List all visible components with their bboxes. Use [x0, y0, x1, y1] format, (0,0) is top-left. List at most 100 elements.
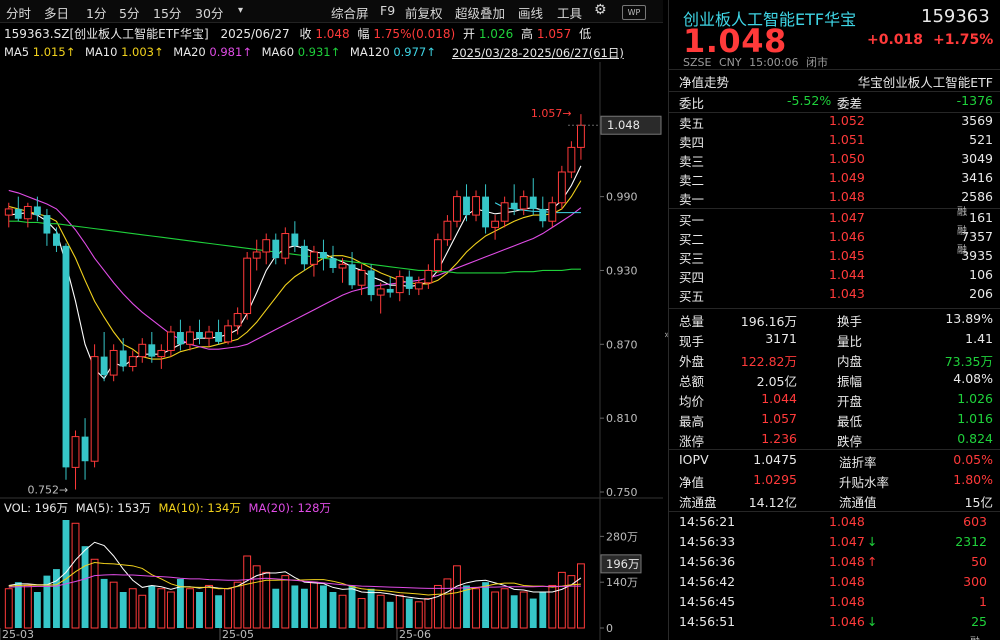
- open-value: 1.026: [478, 27, 514, 41]
- tick-row[interactable]: 14:56:21 1.048 603: [679, 514, 993, 533]
- candle-body: [215, 332, 222, 342]
- etf-stat-row[interactable]: IOPV 1.0475 溢折率 0.05%: [679, 452, 993, 471]
- candle-body: [500, 202, 509, 222]
- etf-stat-row[interactable]: 流通盘 14.12亿 流通值 15亿: [679, 492, 993, 511]
- etf-stat-label: 升贴水率: [839, 475, 890, 490]
- kline-chart[interactable]: 0.990 0.930 0.870 0.810 0.750 1.048 1.057→ 0.75…: [0, 62, 663, 640]
- stat-row[interactable]: 外盘 122.82万 内盘 73.35万: [679, 351, 993, 370]
- bid-price: 1.043: [829, 286, 865, 301]
- tick-row[interactable]: 14:56:51 1.046 ↓ 25: [679, 614, 993, 633]
- candle-body: [196, 332, 203, 339]
- stat-row[interactable]: 涨停 1.236 跌停 0.824: [679, 431, 993, 450]
- super-overlay-button[interactable]: 超级叠加: [455, 6, 506, 21]
- stat-row[interactable]: 现手 3171 量比 1.41: [679, 331, 993, 350]
- ma-line-ma120: [494, 202, 581, 214]
- vol-value: VOL: 196万: [4, 501, 69, 515]
- volume-bar: [433, 584, 442, 629]
- stat-value: 1.057: [761, 411, 797, 426]
- weicha-value: -1376: [956, 93, 993, 108]
- stat-value: 1.236: [761, 431, 797, 446]
- ma20-value: 0.981↑: [209, 45, 252, 59]
- candle: [224, 319, 233, 345]
- candle-body: [548, 202, 557, 222]
- candle-body: [272, 239, 280, 259]
- ask-row[interactable]: 卖四 1.051 521: [679, 132, 993, 151]
- tick-price: 1.048: [829, 594, 865, 609]
- candle-body: [43, 215, 51, 234]
- tick-scroll-badge[interactable]: 融: [970, 633, 984, 640]
- candle-body: [281, 233, 290, 259]
- stat-row[interactable]: 均价 1.044 开盘 1.026: [679, 391, 993, 410]
- candle-body: [205, 331, 213, 339]
- tab-timeshare[interactable]: 分时: [6, 6, 32, 21]
- wp-badge[interactable]: WP: [622, 5, 646, 20]
- bid-row[interactable]: 买四 1.044 106: [679, 267, 993, 286]
- volume-bar: [14, 582, 22, 628]
- candle-body: [90, 356, 99, 462]
- volume-bar: [281, 575, 290, 629]
- ma120-value: 0.977↑: [393, 45, 436, 59]
- candle: [463, 184, 470, 222]
- stat-label: 现手: [679, 334, 705, 349]
- gear-icon[interactable]: ⚙: [594, 2, 607, 18]
- tab-30min[interactable]: 30分: [195, 6, 224, 21]
- stat-label: 开盘: [837, 394, 863, 409]
- candle-body: [348, 264, 356, 286]
- date-range[interactable]: 2025/03/28-2025/06/27(61日): [452, 46, 624, 60]
- margin-trading-icon[interactable]: 融: [957, 207, 967, 218]
- bid-row[interactable]: 买三 1.045 3935: [679, 248, 993, 267]
- tab-15min[interactable]: 15分: [153, 6, 182, 21]
- candle-body: [443, 220, 452, 241]
- ask-row[interactable]: 卖一 1.048 2586: [679, 189, 993, 208]
- volume-bar: [348, 585, 356, 628]
- etf-stat-row[interactable]: 净值 1.0295 升贴水率 1.80%: [679, 472, 993, 491]
- margin-trading-icon[interactable]: 融: [957, 226, 967, 237]
- amp-value: 1.75%(0.018): [373, 27, 456, 41]
- f9-button[interactable]: F9: [380, 3, 396, 18]
- tools-button[interactable]: 工具: [557, 6, 583, 21]
- candle-body: [367, 270, 375, 296]
- ask-row[interactable]: 卖二 1.049 3416: [679, 170, 993, 189]
- margin-trading-icon[interactable]: 融: [957, 245, 967, 256]
- nav-trend-row[interactable]: 净值走势 华宝创业板人工智能ETF: [679, 72, 993, 91]
- tick-row[interactable]: 14:56:45 1.048 1: [679, 594, 993, 613]
- tick-price: 1.048: [829, 574, 865, 589]
- stat-row[interactable]: 总量 196.16万 换手 13.89%: [679, 311, 993, 330]
- bid-row[interactable]: 买二 1.046 7357: [679, 229, 993, 248]
- tick-row[interactable]: 14:56:42 1.048 300: [679, 574, 993, 593]
- candle: [472, 190, 480, 222]
- tab-5min[interactable]: 5分: [119, 6, 140, 21]
- forward-adjust-button[interactable]: 前复权: [405, 6, 443, 21]
- bid-level-label: 买三: [679, 251, 705, 266]
- bid-volume: 161: [969, 210, 993, 225]
- draw-line-button[interactable]: 画线: [518, 6, 544, 21]
- tab-multiday[interactable]: 多日: [44, 6, 70, 21]
- nav-trend-link[interactable]: 净值走势: [679, 75, 730, 90]
- stat-label: 总量: [679, 314, 705, 329]
- ask-price: 1.051: [829, 132, 865, 147]
- candle: [567, 141, 576, 179]
- volume-bar: [300, 588, 308, 628]
- bid-row[interactable]: 买一 1.047 161: [679, 210, 993, 229]
- composite-screen-button[interactable]: 综合屏: [331, 6, 369, 21]
- etf-stat-value: 1.0475: [753, 452, 797, 467]
- stat-row[interactable]: 最高 1.057 最低 1.016: [679, 411, 993, 430]
- candle-body: [376, 288, 385, 296]
- candle: [414, 276, 423, 296]
- candle: [71, 430, 80, 490]
- stat-row[interactable]: 总额 2.05亿 振幅 4.08%: [679, 371, 993, 390]
- ask-row[interactable]: 卖五 1.052 3569: [679, 113, 993, 132]
- tick-row[interactable]: 14:56:33 1.047 ↓ 2312: [679, 534, 993, 553]
- x-axis-label: 25-03: [2, 628, 34, 640]
- bid-row[interactable]: 买五 1.043 206: [679, 286, 993, 305]
- volume-bar: [224, 588, 233, 629]
- period-dropdown-icon[interactable]: ▾: [238, 5, 244, 16]
- stat-value: 2.05亿: [756, 374, 797, 389]
- volume-bar: [33, 592, 41, 628]
- candle: [338, 258, 347, 283]
- tab-1min[interactable]: 1分: [86, 6, 107, 21]
- ask-row[interactable]: 卖三 1.050 3049: [679, 151, 993, 170]
- collapse-panel-icon[interactable]: »: [664, 328, 671, 341]
- candle-body: [176, 332, 184, 345]
- tick-row[interactable]: 14:56:36 1.048 ↑ 50: [679, 554, 993, 573]
